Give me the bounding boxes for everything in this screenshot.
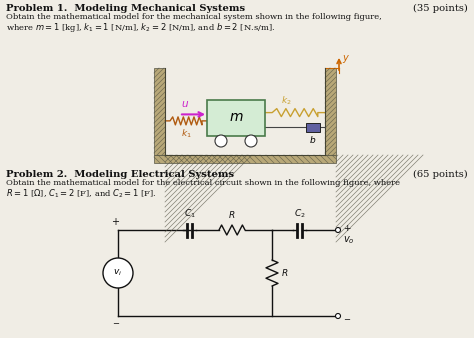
Text: $y$: $y$	[342, 53, 350, 65]
Text: Problem 2.  Modeling Electrical Systems: Problem 2. Modeling Electrical Systems	[6, 170, 234, 179]
Text: $+$: $+$	[111, 216, 120, 227]
Text: $v_i$: $v_i$	[113, 268, 123, 278]
Text: $+$: $+$	[343, 223, 352, 233]
Text: Obtain the mathematical model for the mechanical system shown in the following f: Obtain the mathematical model for the me…	[6, 13, 382, 21]
Text: $R = 1$ [$\Omega$], $C_1 = 2$ [F], and $C_2 = 1$ [F].: $R = 1$ [$\Omega$], $C_1 = 2$ [F], and $…	[6, 187, 157, 199]
Circle shape	[336, 227, 340, 233]
Text: $b$: $b$	[310, 134, 317, 145]
Text: where $m = 1$ [kg], $k_1 = 1$ [N/m], $k_2 = 2$ [N/m], and $b = 2$ [N.s/m].: where $m = 1$ [kg], $k_1 = 1$ [N/m], $k_…	[6, 21, 275, 34]
Bar	[154, 68, 165, 155]
Bar	[154, 155, 336, 163]
Text: $-$: $-$	[112, 317, 120, 326]
Bar	[306, 122, 320, 131]
Bar	[325, 68, 336, 155]
Text: Obtain the mathematical model for the electrical circuit shown in the following : Obtain the mathematical model for the el…	[6, 179, 400, 187]
Circle shape	[336, 314, 340, 318]
Text: $C_1$: $C_1$	[184, 208, 196, 220]
Text: $-$: $-$	[343, 314, 351, 322]
Text: $R$: $R$	[281, 267, 288, 279]
Bar	[207, 100, 265, 136]
Text: $m$: $m$	[229, 110, 243, 124]
Text: $R$: $R$	[228, 209, 236, 220]
Circle shape	[103, 258, 133, 288]
Text: $k_2$: $k_2$	[281, 94, 292, 106]
Text: Problem 1.  Modeling Mechanical Systems: Problem 1. Modeling Mechanical Systems	[6, 4, 245, 13]
Circle shape	[245, 135, 257, 147]
Text: $k_1$: $k_1$	[181, 128, 191, 140]
Text: $v_o$: $v_o$	[343, 234, 355, 246]
Text: $C_2$: $C_2$	[294, 208, 306, 220]
Text: (35 points): (35 points)	[413, 4, 468, 13]
Circle shape	[215, 135, 227, 147]
Text: $u$: $u$	[181, 99, 189, 110]
Text: (65 points): (65 points)	[413, 170, 468, 179]
